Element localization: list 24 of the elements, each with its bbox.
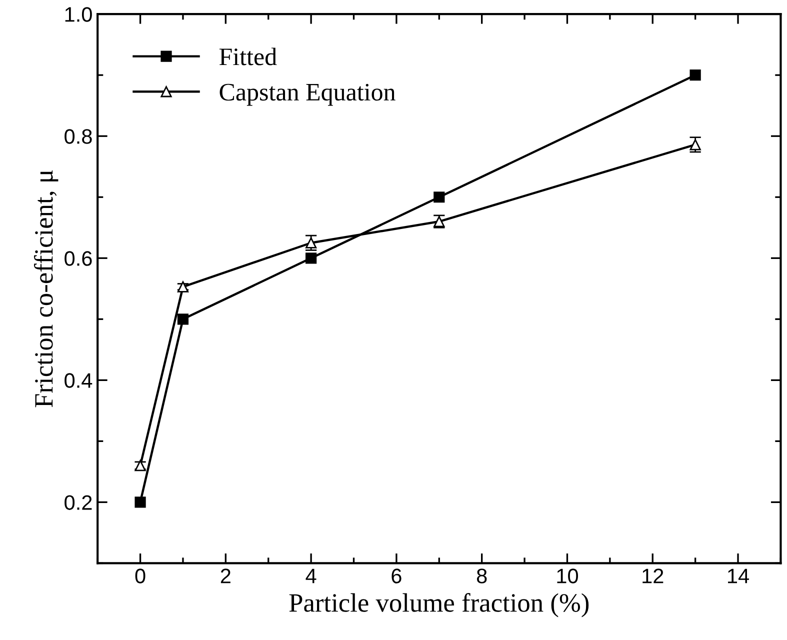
y-tick-label: 0.6: [64, 251, 92, 266]
point: [306, 237, 317, 248]
point: [306, 252, 317, 264]
legend-label: Fitted: [219, 48, 277, 66]
x-tick-label: 14: [728, 568, 749, 584]
x-tick-label: 6: [392, 568, 402, 584]
x-tick-label: 4: [306, 568, 316, 584]
x-tick-label: 0: [135, 568, 146, 584]
x-tick-label: 8: [476, 568, 487, 584]
y-axis-title: Friction co-efficient, μ: [34, 170, 58, 408]
x-tick-label: 12: [642, 568, 664, 584]
y-tick-label: 0.2: [64, 495, 92, 510]
y-tick-label: 1.0: [65, 7, 92, 22]
point: [690, 70, 701, 81]
x-axis-title: Particle volume fraction (%): [289, 593, 589, 618]
point: [134, 496, 146, 508]
y-tick-label: 0.8: [64, 129, 92, 144]
x-tick-label: 2: [220, 568, 230, 584]
legend-label: Capstan Equation: [220, 84, 396, 106]
point: [434, 192, 445, 203]
y-tick-label: 0.4: [64, 373, 92, 388]
point: [690, 139, 701, 150]
point: [177, 314, 189, 325]
x-tick-label: 10: [557, 568, 578, 584]
